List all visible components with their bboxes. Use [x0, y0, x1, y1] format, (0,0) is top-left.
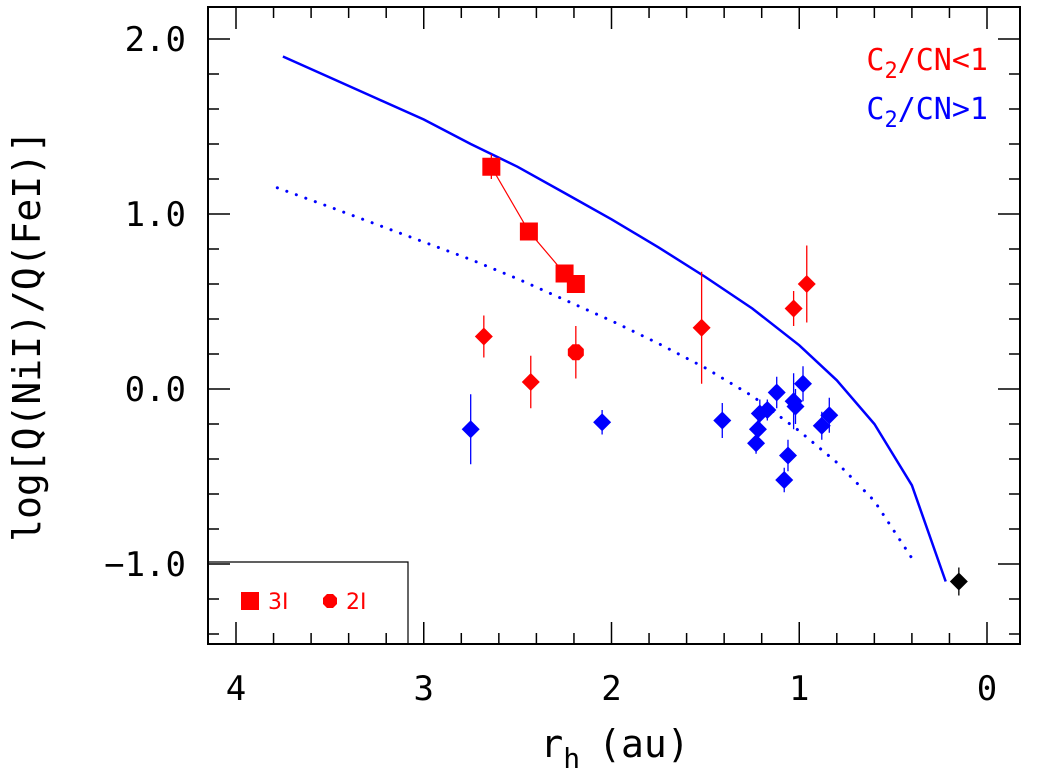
data-point-diamond [794, 374, 813, 393]
plot-frame [207, 6, 1021, 645]
legend-red-pre: C [866, 43, 884, 78]
data-point-square [482, 157, 501, 176]
legend-blue-sub: 2 [884, 108, 897, 133]
x-axis-symbol: r [540, 722, 563, 766]
y-tick-label: 2.0 [125, 20, 186, 60]
model-solid [282, 55, 947, 582]
x-tick-label: 1 [789, 669, 809, 709]
data-point-diamond [474, 327, 493, 346]
data-point-diamond [812, 416, 831, 435]
x-tick-label: 4 [226, 669, 246, 709]
key-3i-marker [241, 592, 259, 610]
data-point-diamond [784, 299, 803, 318]
data-point-diamond [713, 411, 732, 430]
legend-red-sub: 2 [884, 59, 897, 84]
data-points [461, 154, 968, 596]
data-point-diamond [786, 397, 805, 416]
data-point-diamond [767, 383, 786, 402]
legend-red-label: C2/CN<1 [866, 43, 988, 84]
y-tick-label: −1.0 [104, 545, 186, 585]
key-2i-label: 2I [346, 590, 367, 615]
data-point-diamond [692, 318, 711, 337]
key-box-border [208, 561, 409, 644]
data-point-diamond [949, 572, 968, 591]
data-point-diamond [797, 275, 816, 293]
data-point-square [566, 275, 585, 293]
data-point-diamond [461, 420, 480, 439]
legend-blue-label: C2/CN>1 [866, 92, 988, 133]
x-tick-label: 3 [414, 669, 434, 709]
axis-ticks: 4 3 2 1 0 2.0 1.0 0.0 −1.0 [104, 7, 1020, 709]
data-point-diamond [758, 401, 777, 419]
model-curves [275, 55, 947, 582]
data-point-diamond [775, 471, 794, 489]
y-axis-label: log[Q(NiI)/Q(FeI)] [5, 130, 49, 542]
marker-key-box: 3I 2I [208, 561, 409, 644]
data-point-square [519, 222, 538, 241]
legend-blue-pre: C [866, 92, 884, 127]
key-2i-marker [323, 594, 337, 608]
legend-red-post: /CN<1 [898, 43, 988, 78]
x-tick-label: 0 [977, 669, 997, 709]
data-point-diamond [820, 406, 839, 425]
key-3i-label: 3I [268, 590, 289, 615]
data-point-diamond [778, 446, 797, 465]
x-axis-label: rh (au) [540, 722, 689, 772]
x-axis-subscript: h [563, 742, 580, 772]
legend-blue-post: /CN>1 [898, 92, 988, 127]
x-axis-unit: (au) [598, 722, 690, 766]
data-point-diamond [593, 413, 612, 432]
y-tick-label: 0.0 [125, 370, 186, 410]
data-point-diamond [747, 434, 766, 453]
data-point-diamond [748, 420, 767, 439]
data-point-diamond [521, 373, 540, 391]
x-tick-label: 2 [601, 669, 621, 709]
model-dotted [275, 186, 918, 566]
data-point-octagon [567, 344, 584, 361]
y-tick-label: 1.0 [125, 195, 186, 235]
